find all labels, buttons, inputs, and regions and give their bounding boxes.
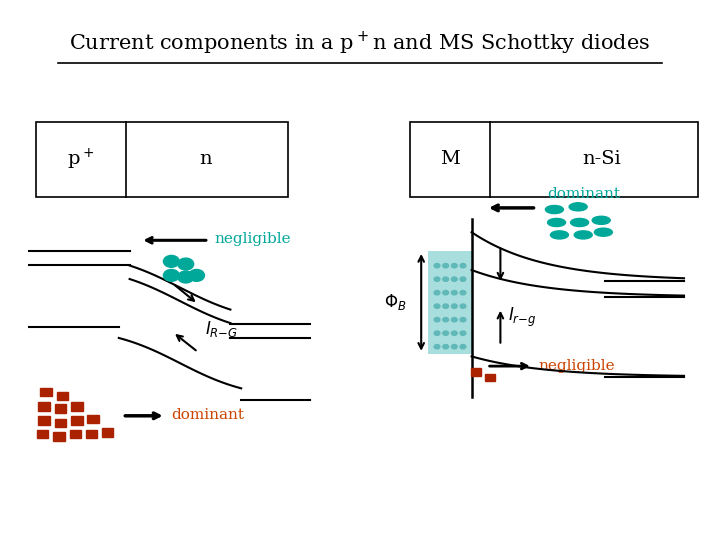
Text: $I_{R\mathrm{-}G}$: $I_{R\mathrm{-}G}$ — [205, 319, 238, 340]
Bar — [55, 418, 66, 427]
Bar — [57, 392, 68, 400]
Bar — [410, 122, 698, 197]
Text: $I_{r\mathrm{-}g}$: $I_{r\mathrm{-}g}$ — [508, 306, 536, 328]
Ellipse shape — [546, 205, 563, 213]
Ellipse shape — [551, 231, 569, 239]
Circle shape — [451, 331, 457, 335]
Circle shape — [460, 264, 466, 268]
Circle shape — [434, 277, 440, 281]
Text: $\Phi_B$: $\Phi_B$ — [384, 292, 407, 313]
Bar — [471, 368, 481, 376]
Bar — [71, 402, 83, 411]
Circle shape — [434, 345, 440, 349]
Text: n-Si: n-Si — [582, 150, 621, 168]
Text: negligible: negligible — [539, 359, 615, 373]
Circle shape — [434, 318, 440, 322]
Circle shape — [443, 345, 449, 349]
Bar — [38, 416, 50, 425]
Circle shape — [451, 291, 457, 295]
Circle shape — [451, 318, 457, 322]
Circle shape — [451, 345, 457, 349]
Circle shape — [451, 304, 457, 308]
Ellipse shape — [595, 228, 612, 237]
Bar — [38, 402, 50, 411]
Circle shape — [189, 269, 204, 281]
Circle shape — [460, 331, 466, 335]
Circle shape — [178, 271, 194, 283]
Bar — [53, 432, 65, 441]
Text: p$^+$: p$^+$ — [67, 147, 94, 172]
Text: M: M — [440, 150, 460, 168]
Circle shape — [460, 277, 466, 281]
Text: negligible: negligible — [215, 232, 291, 246]
Circle shape — [434, 264, 440, 268]
Text: dominant: dominant — [171, 408, 244, 422]
Bar — [485, 374, 495, 381]
Circle shape — [443, 277, 449, 281]
Circle shape — [451, 264, 457, 268]
Circle shape — [443, 304, 449, 308]
Circle shape — [460, 345, 466, 349]
Ellipse shape — [571, 218, 589, 227]
Ellipse shape — [575, 231, 593, 239]
Bar — [428, 251, 472, 354]
Circle shape — [163, 269, 179, 281]
Bar — [102, 428, 113, 437]
Circle shape — [443, 291, 449, 295]
Bar — [70, 430, 81, 438]
Circle shape — [443, 331, 449, 335]
Text: Current components in a p$^+$n and MS Schottky diodes: Current components in a p$^+$n and MS Sc… — [69, 30, 651, 57]
Bar — [37, 430, 48, 438]
Circle shape — [460, 291, 466, 295]
Circle shape — [434, 304, 440, 308]
Bar — [55, 404, 66, 413]
Circle shape — [178, 258, 194, 270]
Ellipse shape — [570, 202, 588, 211]
Ellipse shape — [548, 218, 566, 227]
Circle shape — [434, 331, 440, 335]
Circle shape — [443, 264, 449, 268]
Text: dominant: dominant — [547, 187, 620, 201]
Bar — [71, 416, 83, 425]
Circle shape — [460, 318, 466, 322]
Bar — [86, 430, 97, 438]
Circle shape — [451, 277, 457, 281]
Circle shape — [443, 318, 449, 322]
Circle shape — [163, 255, 179, 267]
Text: n: n — [199, 150, 212, 168]
Bar — [87, 415, 99, 423]
Bar — [36, 122, 288, 197]
Circle shape — [460, 304, 466, 308]
Circle shape — [434, 291, 440, 295]
Bar — [40, 388, 52, 396]
Ellipse shape — [592, 216, 610, 225]
